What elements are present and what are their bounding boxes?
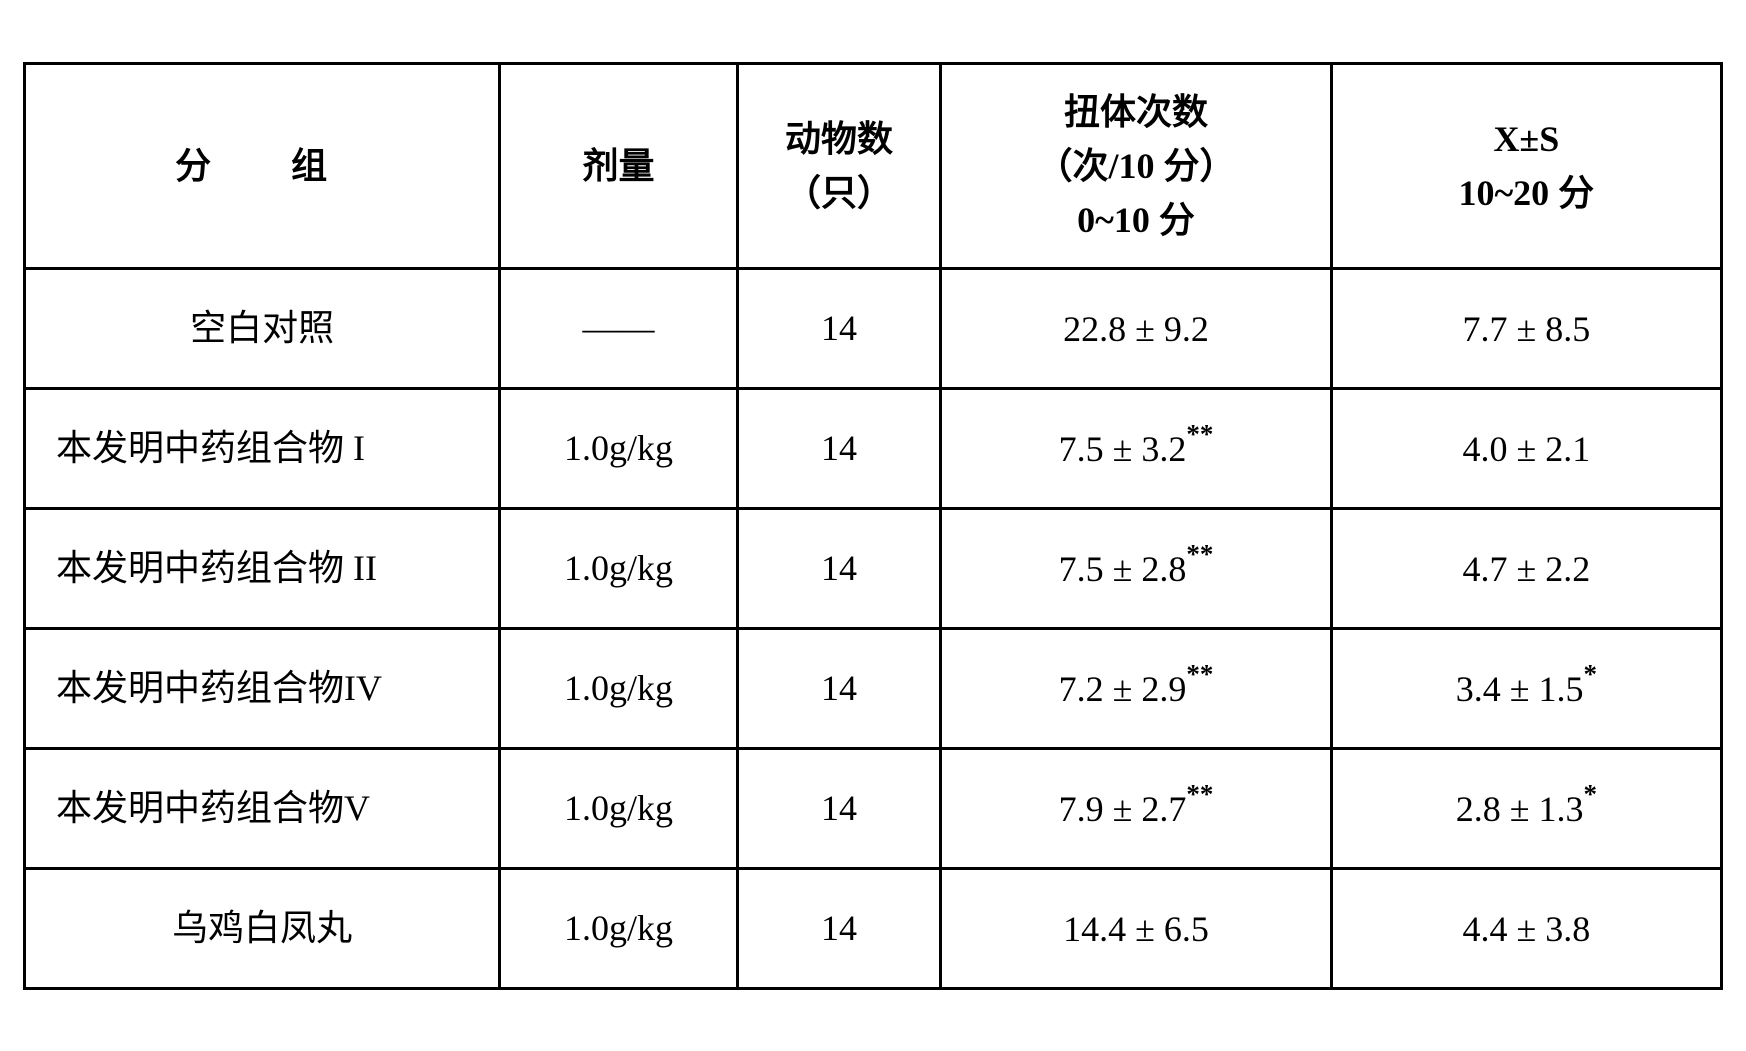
table-row: 本发明中药组合物 II 1.0g/kg 14 7.5 ± 2.8** 4.7 ±… bbox=[25, 508, 1722, 628]
cell-twist1: 7.5 ± 3.2** bbox=[941, 388, 1331, 508]
group-label: 本发明中药组合物 I bbox=[56, 428, 365, 468]
twist1-sup: ** bbox=[1186, 779, 1213, 809]
table-row: 空白对照 —— 14 22.8 ± 9.2 7.7 ± 8.5 bbox=[25, 268, 1722, 388]
twist2-value: 2.8 ± 1.3 bbox=[1456, 789, 1584, 829]
group-label: 空白对照 bbox=[190, 308, 334, 348]
group-label: 乌鸡白凤丸 bbox=[172, 908, 352, 948]
animals-value: 14 bbox=[821, 308, 857, 348]
twist2-value: 4.7 ± 2.2 bbox=[1462, 549, 1590, 589]
twist1-sup: ** bbox=[1186, 539, 1213, 569]
cell-twist1: 7.9 ± 2.7** bbox=[941, 748, 1331, 868]
animals-value: 14 bbox=[821, 668, 857, 708]
cell-twist2: 7.7 ± 8.5 bbox=[1331, 268, 1721, 388]
data-table: 分 组 剂量 动物数 （只） 扭体次数 （次/10 分） 0~10 分 X±S … bbox=[23, 62, 1723, 990]
cell-twist1: 7.5 ± 2.8** bbox=[941, 508, 1331, 628]
dose-value: 1.0g/kg bbox=[564, 908, 673, 948]
cell-animals: 14 bbox=[737, 868, 941, 988]
cell-twist2: 2.8 ± 1.3* bbox=[1331, 748, 1721, 868]
header-animals-line2: （只） bbox=[785, 173, 893, 213]
dose-value: 1.0g/kg bbox=[564, 428, 673, 468]
cell-twist2: 4.0 ± 2.1 bbox=[1331, 388, 1721, 508]
header-group-label: 分 组 bbox=[175, 146, 349, 186]
header-twist1-line2: （次/10 分） bbox=[1037, 146, 1236, 186]
animals-value: 14 bbox=[821, 788, 857, 828]
cell-dose: 1.0g/kg bbox=[500, 628, 738, 748]
header-dose: 剂量 bbox=[500, 63, 738, 268]
twist1-value: 14.4 ± 6.5 bbox=[1063, 909, 1209, 949]
twist2-sup: * bbox=[1583, 779, 1597, 809]
header-group: 分 组 bbox=[25, 63, 500, 268]
group-label: 本发明中药组合物 II bbox=[56, 548, 377, 588]
cell-group: 本发明中药组合物IV bbox=[25, 628, 500, 748]
cell-twist1: 14.4 ± 6.5 bbox=[941, 868, 1331, 988]
cell-dose: 1.0g/kg bbox=[500, 748, 738, 868]
cell-group: 乌鸡白凤丸 bbox=[25, 868, 500, 988]
table-row: 本发明中药组合物 I 1.0g/kg 14 7.5 ± 3.2** 4.0 ± … bbox=[25, 388, 1722, 508]
animals-value: 14 bbox=[821, 548, 857, 588]
header-dose-label: 剂量 bbox=[582, 146, 654, 186]
header-twist1-line3: 0~10 分 bbox=[1077, 200, 1195, 240]
cell-animals: 14 bbox=[737, 628, 941, 748]
cell-twist1: 22.8 ± 9.2 bbox=[941, 268, 1331, 388]
cell-twist2: 3.4 ± 1.5* bbox=[1331, 628, 1721, 748]
cell-dose: —— bbox=[500, 268, 738, 388]
header-twist2: X±S 10~20 分 bbox=[1331, 63, 1721, 268]
header-animals: 动物数 （只） bbox=[737, 63, 941, 268]
twist1-value: 7.5 ± 3.2 bbox=[1059, 429, 1187, 469]
dose-value: —— bbox=[582, 308, 654, 348]
table-row: 本发明中药组合物IV 1.0g/kg 14 7.2 ± 2.9** 3.4 ± … bbox=[25, 628, 1722, 748]
twist2-value: 4.0 ± 2.1 bbox=[1462, 429, 1590, 469]
table-row: 本发明中药组合物V 1.0g/kg 14 7.9 ± 2.7** 2.8 ± 1… bbox=[25, 748, 1722, 868]
table-header: 分 组 剂量 动物数 （只） 扭体次数 （次/10 分） 0~10 分 X±S … bbox=[25, 63, 1722, 268]
cell-twist2: 4.4 ± 3.8 bbox=[1331, 868, 1721, 988]
twist1-value: 7.9 ± 2.7 bbox=[1059, 789, 1187, 829]
dose-value: 1.0g/kg bbox=[564, 668, 673, 708]
table-body: 空白对照 —— 14 22.8 ± 9.2 7.7 ± 8.5 本发明中药组合物… bbox=[25, 268, 1722, 988]
twist2-value: 3.4 ± 1.5 bbox=[1456, 669, 1584, 709]
cell-dose: 1.0g/kg bbox=[500, 868, 738, 988]
cell-twist2: 4.7 ± 2.2 bbox=[1331, 508, 1721, 628]
twist2-value: 7.7 ± 8.5 bbox=[1462, 309, 1590, 349]
group-label: 本发明中药组合物IV bbox=[56, 668, 382, 708]
table-row: 乌鸡白凤丸 1.0g/kg 14 14.4 ± 6.5 4.4 ± 3.8 bbox=[25, 868, 1722, 988]
group-label: 本发明中药组合物V bbox=[56, 788, 370, 828]
cell-animals: 14 bbox=[737, 388, 941, 508]
cell-twist1: 7.2 ± 2.9** bbox=[941, 628, 1331, 748]
twist1-sup: ** bbox=[1186, 659, 1213, 689]
animals-value: 14 bbox=[821, 908, 857, 948]
header-twist1: 扭体次数 （次/10 分） 0~10 分 bbox=[941, 63, 1331, 268]
cell-group: 本发明中药组合物V bbox=[25, 748, 500, 868]
twist2-value: 4.4 ± 3.8 bbox=[1462, 909, 1590, 949]
cell-animals: 14 bbox=[737, 508, 941, 628]
header-twist2-line1: X±S bbox=[1493, 119, 1559, 159]
cell-group: 空白对照 bbox=[25, 268, 500, 388]
animals-value: 14 bbox=[821, 428, 857, 468]
dose-value: 1.0g/kg bbox=[564, 788, 673, 828]
cell-animals: 14 bbox=[737, 748, 941, 868]
twist1-value: 22.8 ± 9.2 bbox=[1063, 309, 1209, 349]
header-animals-line1: 动物数 bbox=[785, 119, 893, 159]
header-twist2-line2: 10~20 分 bbox=[1458, 173, 1594, 213]
cell-dose: 1.0g/kg bbox=[500, 388, 738, 508]
twist1-sup: ** bbox=[1186, 419, 1213, 449]
twist1-value: 7.5 ± 2.8 bbox=[1059, 549, 1187, 589]
header-twist1-line1: 扭体次数 bbox=[1064, 92, 1208, 132]
twist1-value: 7.2 ± 2.9 bbox=[1059, 669, 1187, 709]
cell-dose: 1.0g/kg bbox=[500, 508, 738, 628]
dose-value: 1.0g/kg bbox=[564, 548, 673, 588]
header-row: 分 组 剂量 动物数 （只） 扭体次数 （次/10 分） 0~10 分 X±S … bbox=[25, 63, 1722, 268]
cell-group: 本发明中药组合物 II bbox=[25, 508, 500, 628]
cell-group: 本发明中药组合物 I bbox=[25, 388, 500, 508]
cell-animals: 14 bbox=[737, 268, 941, 388]
twist2-sup: * bbox=[1583, 659, 1597, 689]
